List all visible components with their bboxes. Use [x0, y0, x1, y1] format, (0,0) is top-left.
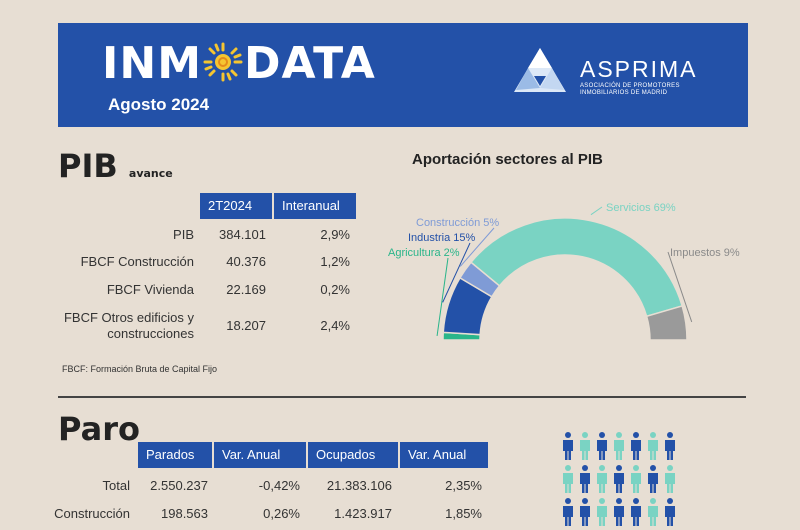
slice-impuestos [645, 305, 688, 341]
paro-col-ocupados: Ocupados [308, 442, 398, 468]
slice-servicios [469, 217, 684, 318]
person-icon [597, 432, 607, 460]
person-icon [563, 432, 573, 460]
person-icon [631, 465, 641, 493]
paro-cell: 2.550.237 [150, 478, 208, 493]
pib-footnote: FBCF: Formación Bruta de Capital Fijo [62, 364, 218, 374]
person-icon [648, 465, 658, 493]
pib-row-label-line1: FBCF Otros edificios y [63, 310, 194, 325]
leader-line-construccion [459, 227, 495, 267]
org-subtitle: ASOCIACIÓN DE PROMOTORES INMOBILIARIOS D… [580, 83, 710, 97]
label-servicios: Servicios 69% [606, 202, 676, 214]
pib-row-label: FBCF Otros edificios y construcciones [40, 310, 194, 342]
people-graphic [563, 432, 675, 526]
logo-text-left: INM [102, 38, 202, 89]
pib-row-label: FBCF Construcción [80, 254, 194, 269]
pib-row-label-line2: construcciones [107, 326, 194, 341]
inmodata-logo: INM DATA [102, 36, 376, 92]
person-icon [597, 498, 607, 526]
person-icon [665, 432, 675, 460]
leader-line-industria [442, 242, 471, 303]
pib-title-text: PIB [58, 147, 118, 185]
person-icon [614, 432, 624, 460]
person-icon [648, 498, 658, 526]
person-icon [563, 498, 573, 526]
pib-row-change: 1,2% [320, 254, 350, 269]
person-icon [580, 432, 590, 460]
person-icon [614, 465, 624, 493]
paro-cell: 1,85% [445, 506, 482, 521]
pib-row-value: 384.101 [219, 227, 266, 242]
paro-row-label: Total [102, 478, 130, 493]
leader-line-servicios [590, 206, 603, 216]
sun-icon [203, 42, 243, 82]
person-icon [631, 498, 641, 526]
paro-col-var-anual: Var. Anual [214, 442, 306, 468]
paro-col-var-anual-2: Var. Anual [400, 442, 488, 468]
header-banner [58, 23, 748, 127]
paro-cell: 21.383.106 [326, 478, 392, 493]
org-subtitle-line2: INMOBILIARIOS DE MADRID [580, 90, 668, 96]
person-icon [665, 498, 675, 526]
person-icon [580, 465, 590, 493]
label-impuestos: Impuestos 9% [670, 247, 740, 259]
leader-line-impuestos [667, 251, 693, 323]
pib-row-change: 2,9% [320, 227, 350, 242]
pib-subtitle: avance [128, 167, 173, 180]
logo-text-right: DATA [243, 38, 376, 89]
pib-row-change: 0,2% [320, 282, 350, 297]
paro-col-parados: Parados [138, 442, 212, 468]
person-icon [665, 465, 675, 493]
person-icon [648, 432, 658, 460]
pib-col-interanual: Interanual [274, 193, 356, 219]
paro-title: Paro [58, 410, 140, 448]
label-agricultura: Agricultura 2% [388, 247, 460, 259]
pib-sector-chart: Agricultura 2% Industria 15% Construcción … [388, 202, 740, 341]
person-icon [563, 465, 573, 493]
label-industria: Industria 15% [408, 232, 475, 244]
leader-line-agricultura [436, 257, 449, 337]
org-name: ASPRIMA [580, 56, 698, 82]
pib-row-label: FBCF Vivienda [106, 282, 194, 297]
org-subtitle-line1: ASOCIACIÓN DE PROMOTORES [580, 83, 680, 89]
paro-cell: -0,42% [258, 478, 300, 493]
person-icon [597, 465, 607, 493]
person-icon [614, 498, 624, 526]
chart-title: Aportación sectores al PIB [412, 151, 603, 168]
paro-cell: 198.563 [161, 506, 208, 521]
pib-title: PIB avance [58, 148, 173, 192]
pib-row-value: 18.207 [226, 318, 266, 333]
pib-row-change: 2,4% [320, 318, 350, 333]
paro-cell: 2,35% [445, 478, 482, 493]
section-divider [58, 396, 746, 398]
paro-row-label: Construcción [54, 506, 130, 521]
asprima-logo-icon [514, 48, 566, 92]
paro-cell: 0,26% [263, 506, 300, 521]
pib-row-label: PIB [173, 227, 194, 242]
report-date: Agosto 2024 [108, 95, 210, 114]
person-icon [580, 498, 590, 526]
person-icon [631, 432, 641, 460]
pib-row-value: 40.376 [226, 254, 266, 269]
label-construccion: Construcción 5% [416, 217, 499, 229]
paro-cell: 1.423.917 [334, 506, 392, 521]
pib-col-2t2024: 2T2024 [200, 193, 272, 219]
pib-row-value: 22.169 [226, 282, 266, 297]
